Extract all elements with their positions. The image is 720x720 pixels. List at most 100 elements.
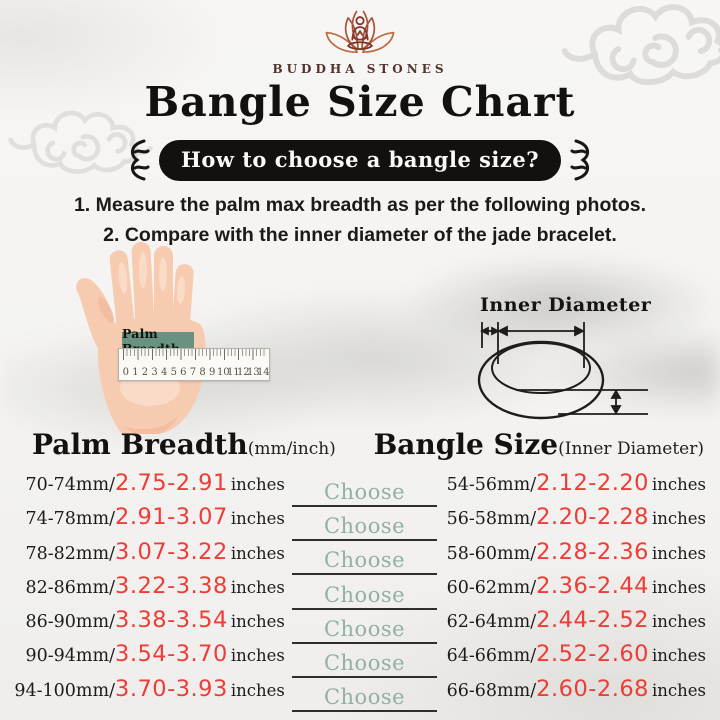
ruler-number: 10 [216,367,230,378]
choose-link[interactable]: Choose [323,616,406,641]
bangle-range: 56-58mm/ [446,509,537,530]
page-title: Bangle Size Chart [144,78,576,126]
size-row-1: 70-74mm/2.75-2.91 inches Choose 54-56mm/2… [0,470,720,507]
bangle-diameter-illustration: Inner Diameter [438,284,706,434]
palm-inches: 2.91-3.07 [115,504,228,531]
choose-link[interactable]: Choose [323,685,406,710]
instruction-step-1: 1. Measure the palm max breadth as per t… [73,194,647,216]
palm-range: 70-74mm/ [25,475,115,495]
bangle-size-header-units: (Inner Diameter) [558,439,704,459]
ruler-ticks [123,349,265,360]
ruler-number: 2 [141,367,149,378]
bangle-inches: 2.44-2.52 [536,607,649,634]
unit-label: inches [651,680,706,700]
unit-label: inches [230,612,285,632]
flourish-bracket-icon [130,139,150,181]
unit-label: inches [230,646,285,666]
size-row-2: 74-78mm/2.91-3.07 inches Choose 56-58mm/2… [0,504,720,541]
choose-link-row-1[interactable]: Choose [291,479,438,507]
palm-breadth-header-units: (mm/inch) [247,439,336,459]
inner-diameter-label: Inner Diameter [480,294,652,316]
unit-label: inches [230,543,285,563]
choose-link-row-7[interactable]: Choose [291,685,438,713]
ruler-number: 4 [160,367,168,378]
palm-range: 82-86mm/ [25,577,115,598]
ruler-number: 1 [132,367,139,378]
cloud-motif-icon [561,4,720,86]
instruction-step-2: 2. Compare with the inner diameter of th… [103,224,617,246]
choose-link[interactable]: Choose [323,582,406,607]
palm-range: 94-100mm/ [14,680,115,701]
ruler-number: 12 [236,367,250,378]
bangle-inches: 2.20-2.28 [536,504,649,531]
unit-label: inches [230,475,285,494]
ruler-numbers: 0 1 2 3 4 5 6 7 8 9 10 11 12 13 14 [121,367,270,378]
ruler-number: 0 [122,367,129,378]
bangle-range: 62-64mm/ [446,612,537,633]
ruler: 0 1 2 3 4 5 6 7 8 9 10 11 12 13 14 [118,348,270,381]
unit-label: inches [651,646,706,666]
ruler-number: 7 [189,367,197,378]
palm-range: 90-94mm/ [25,646,115,667]
bangle-inches: 2.60-2.68 [536,675,649,702]
size-row-6: 90-94mm/3.54-3.70 inches Choose 64-66mm/2… [0,641,720,679]
size-row-7: 94-100mm/3.70-3.93 inches Choose 66-68mm/… [0,675,720,713]
bangle-range: 54-56mm/ [446,475,537,495]
flourish-bracket-icon [570,139,590,181]
bangle-inches: 2.36-2.44 [536,572,649,599]
choose-link[interactable]: Choose [323,548,406,573]
bangle-diagram-icon [477,322,648,420]
palm-inches: 3.07-3.22 [115,538,228,565]
unit-label: inches [230,577,285,597]
unit-label: inches [651,509,706,529]
bangle-inches: 2.28-2.36 [536,538,649,565]
unit-label: inches [651,577,706,597]
palm-inches: 2.75-2.91 [115,470,228,496]
instructions: 1. Measure the palm max breadth as per t… [0,190,720,250]
palm-inches: 3.38-3.54 [115,607,228,634]
choose-link-row-5[interactable]: Choose [291,616,438,644]
bangle-size-header: Bangle Size(Inner Diameter) [374,428,704,461]
choose-link-row-3[interactable]: Choose [291,548,438,576]
size-row-3: 78-82mm/3.07-3.22 inches Choose 58-60mm/2… [0,538,720,576]
size-table: 70-74mm/2.75-2.91 inches Choose 54-56mm/2… [0,470,720,713]
palm-range: 86-90mm/ [25,612,115,633]
bangle-range: 64-66mm/ [446,646,537,667]
bangle-inches: 2.12-2.20 [536,470,649,496]
choose-link[interactable]: Choose [323,513,406,538]
palm-range: 78-82mm/ [25,543,115,564]
unit-label: inches [230,680,285,700]
ruler-number: 8 [199,367,206,378]
palm-breadth-header-title: Palm Breadth [32,428,248,461]
choose-link[interactable]: Choose [323,479,406,504]
ruler-number: 13 [246,367,260,378]
bangle-range: 60-62mm/ [446,577,537,598]
how-to-banner: How to choose a bangle size? [158,139,562,181]
ruler-number: 11 [226,367,240,378]
ruler-number: 6 [180,367,187,378]
size-row-4: 82-86mm/3.22-3.38 inches Choose 60-62mm/2… [0,572,720,610]
palm-breadth-header: Palm Breadth(mm/inch) [32,428,336,461]
bangle-range: 58-60mm/ [446,543,537,564]
unit-label: inches [651,543,706,563]
unit-label: inches [651,475,706,494]
choose-link[interactable]: Choose [323,651,406,676]
how-to-banner-row: How to choose a bangle size? [0,138,720,182]
ruler-number: 5 [170,367,177,378]
palm-inches: 3.54-3.70 [115,641,228,668]
ruler-number: 3 [151,367,158,378]
choose-link-row-4[interactable]: Choose [291,582,438,610]
unit-label: inches [230,509,285,529]
bangle-inches: 2.52-2.60 [536,641,649,668]
palm-range: 74-78mm/ [25,509,115,530]
choose-link-row-2[interactable]: Choose [291,513,438,541]
unit-label: inches [651,612,706,632]
palm-inches: 3.70-3.93 [115,675,228,702]
bangle-range: 66-68mm/ [446,680,537,701]
choose-link-row-6[interactable]: Choose [291,651,438,679]
size-row-5: 86-90mm/3.38-3.54 inches Choose 62-64mm/2… [0,607,720,644]
lotus-meditation-icon [325,10,395,54]
palm-inches: 3.22-3.38 [115,572,228,599]
palm-measurement-illustration: Palm Breadth 0 1 2 3 4 5 6 7 8 9 10 11 1… [60,238,310,434]
